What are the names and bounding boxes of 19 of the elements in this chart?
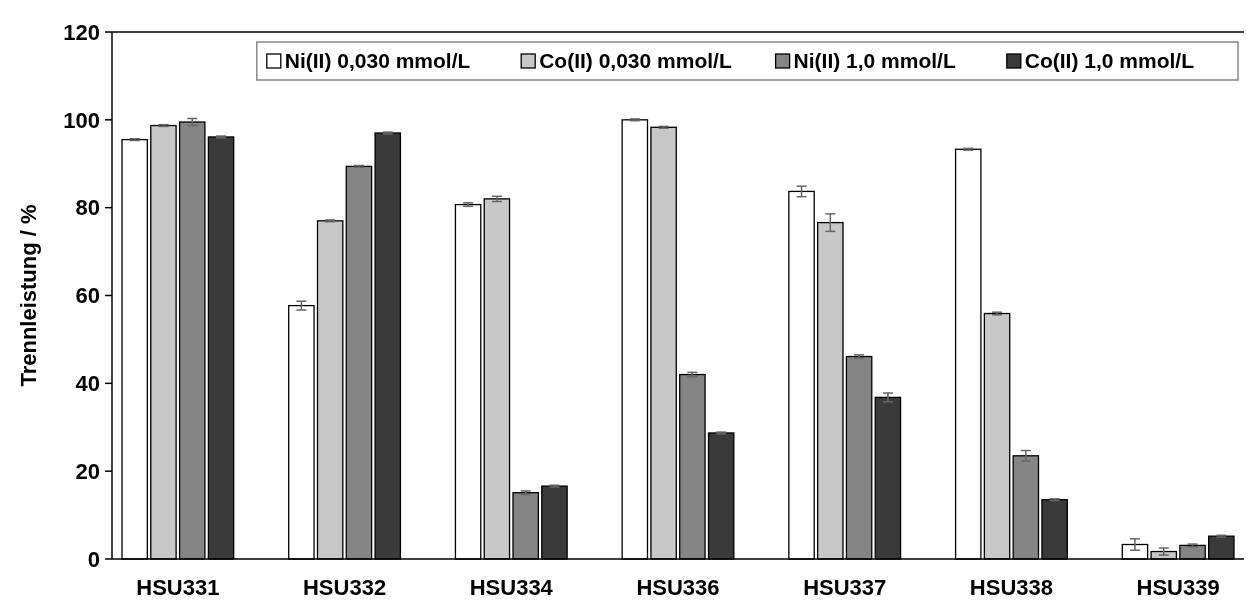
legend-label: Ni(II) 0,030 mmol/L [284,49,471,73]
x-tick-label: HSU334 [469,575,554,600]
legend-label: Co(II) 1,0 mmol/L [1024,49,1195,73]
legend-label: Ni(II) 1,0 mmol/L [793,49,956,73]
y-tick-label: 120 [63,19,100,45]
y-tick-label: 40 [75,371,100,397]
x-tick-label: HSU331 [136,575,220,600]
x-tick-label: HSU337 [803,575,887,600]
y-tick-label: 60 [75,283,100,309]
x-tick-label: HSU339 [1136,575,1220,600]
y-tick-label: 0 [87,546,100,572]
y-axis-title: Trennleistung / % [16,204,41,387]
y-tick-label: 20 [75,458,100,484]
y-tick-label: 80 [75,195,100,221]
x-tick-label: HSU338 [969,575,1054,600]
legend-label: Co(II) 0,030 mmol/L [539,49,732,73]
x-tick-label: HSU332 [302,575,387,600]
x-tick-label: HSU336 [636,575,720,600]
y-tick-label: 100 [63,107,100,133]
